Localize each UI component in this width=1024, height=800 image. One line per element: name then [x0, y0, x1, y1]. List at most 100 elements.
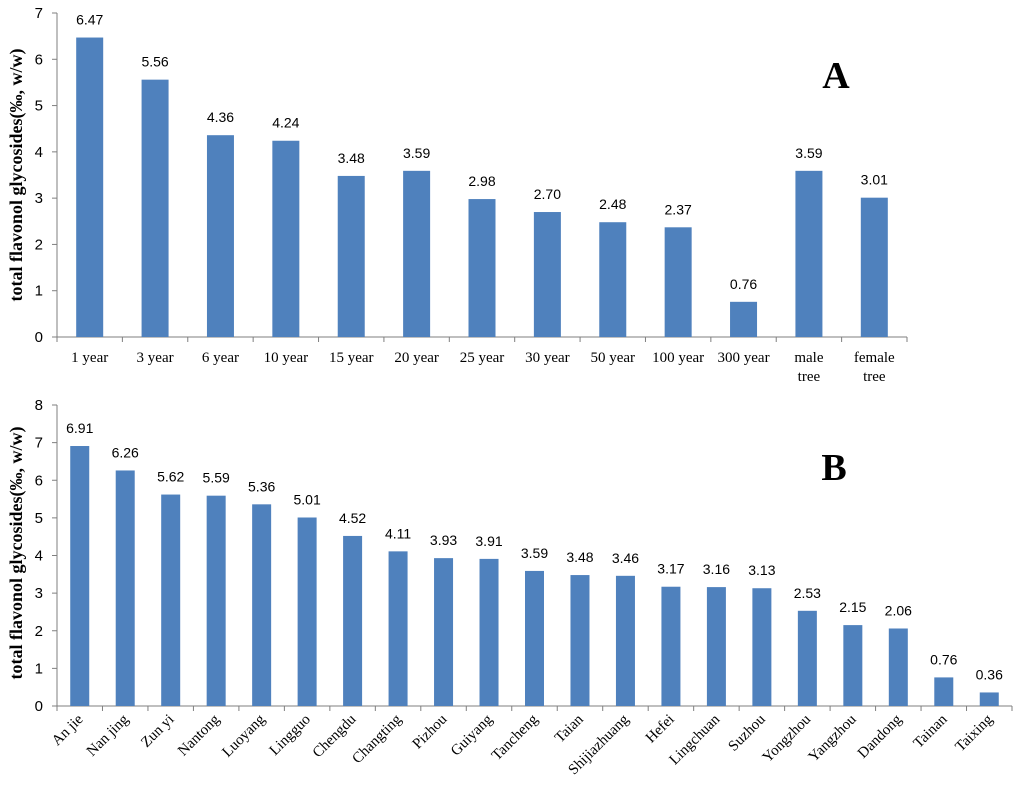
data-label: 4.11 — [385, 525, 411, 541]
data-label: 4.52 — [339, 510, 366, 526]
bar — [843, 625, 863, 706]
x-tick-label: female — [854, 350, 895, 366]
data-label: 3.59 — [521, 545, 548, 561]
bar — [752, 588, 772, 706]
data-label: 2.70 — [534, 186, 561, 202]
x-tick-label: Taixing — [953, 711, 997, 755]
y-tick-label: 2 — [35, 236, 43, 253]
data-label: 3.93 — [430, 532, 457, 548]
data-label: 2.06 — [885, 602, 912, 618]
data-label: 3.48 — [566, 549, 593, 565]
bar — [888, 628, 908, 706]
y-tick-label: 3 — [35, 190, 43, 207]
x-tick-label: Nantong — [175, 711, 223, 759]
y-axis-label: total flavonol glycosides(‰, w/w) — [6, 49, 27, 302]
bar — [434, 558, 454, 706]
x-tick-label: Nan jing — [84, 711, 132, 759]
y-tick-label: 5 — [35, 98, 43, 115]
y-tick-label: 0 — [35, 329, 43, 346]
x-tick-label: An jie — [49, 711, 87, 749]
data-label: 2.37 — [665, 201, 692, 217]
x-tick-label: Suzhou — [726, 711, 769, 754]
data-label: 5.59 — [203, 470, 230, 486]
bar — [797, 610, 817, 706]
x-tick-label: 10 year — [264, 350, 309, 366]
y-tick-label: 4 — [35, 144, 43, 161]
y-tick-label: 1 — [35, 660, 43, 677]
x-tick-label: Changting — [349, 711, 405, 767]
chart-panel-b: 0 1 2 3 4 5 6 7 8 6.91 An jie 6.26 Nan jing 5.62 Zun y… — [6, 397, 1013, 778]
bar — [661, 586, 681, 706]
x-tick-label: Dandong — [855, 711, 906, 762]
y-tick-label: 5 — [35, 510, 43, 527]
bar — [533, 212, 561, 337]
bar — [730, 301, 758, 337]
data-label: 5.56 — [141, 54, 168, 70]
data-label: 5.62 — [157, 469, 184, 485]
bar — [70, 446, 90, 706]
x-tick-label: 3 year — [137, 350, 174, 366]
bar — [252, 504, 272, 706]
x-tick-label: Lingchuan — [667, 711, 724, 768]
x-tick-label: Zun yi — [138, 712, 177, 751]
bar — [570, 575, 590, 706]
data-label: 3.91 — [475, 533, 502, 549]
data-label: 6.26 — [112, 444, 139, 460]
x-tick-label: 1 year — [71, 350, 108, 366]
y-tick-label: 3 — [35, 585, 43, 602]
bar — [706, 587, 726, 706]
data-label: 3.13 — [748, 562, 775, 578]
data-label: 4.36 — [207, 109, 234, 125]
y-tick-label: 7 — [35, 5, 43, 22]
x-tick-label: Luoyang — [219, 711, 268, 760]
x-tick-label: Tainan — [911, 711, 951, 751]
data-label: 6.91 — [66, 420, 93, 436]
data-label: 3.01 — [861, 172, 888, 188]
x-tick-label: male — [794, 350, 823, 366]
x-tick-label: Tancheng — [489, 711, 542, 764]
x-tick-label: 100 year — [652, 350, 704, 366]
bar — [468, 199, 496, 337]
data-label: 2.53 — [794, 585, 821, 601]
data-label: 0.36 — [976, 666, 1003, 682]
x-tick-label: 15 year — [329, 350, 374, 366]
data-label: 0.76 — [930, 651, 957, 667]
bar — [115, 470, 135, 706]
panel-letter: A — [822, 55, 850, 97]
bar — [272, 140, 300, 337]
y-tick-label: 8 — [35, 397, 43, 414]
bar — [297, 517, 317, 706]
x-tick-label: Hefei — [643, 712, 678, 747]
x-tick-label: 300 year — [718, 350, 770, 366]
data-label: 2.48 — [599, 196, 626, 212]
x-tick-label: 30 year — [525, 350, 570, 366]
bar — [479, 558, 499, 706]
x-tick-label: 25 year — [460, 350, 505, 366]
x-tick-label: Lingguo — [267, 712, 314, 759]
x-tick-label: 6 year — [202, 350, 239, 366]
bar — [860, 197, 888, 337]
data-label: 3.48 — [338, 150, 365, 166]
x-tick-label: 20 year — [394, 350, 439, 366]
x-tick-label: Yangzhou — [806, 711, 860, 765]
data-label: 3.59 — [403, 145, 430, 161]
bar — [388, 551, 408, 706]
data-label: 3.46 — [612, 550, 639, 566]
data-label: 4.24 — [272, 115, 299, 131]
y-tick-label: 2 — [35, 623, 43, 640]
bar — [795, 170, 823, 337]
data-label: 5.01 — [293, 491, 320, 507]
y-tick-label: 7 — [35, 435, 43, 452]
x-tick-label: tree — [798, 369, 821, 385]
data-label: 3.59 — [795, 145, 822, 161]
y-tick-label: 6 — [35, 51, 43, 68]
bar — [615, 575, 635, 706]
panel-letter: B — [821, 447, 846, 489]
chart-panel-a: 0 1 2 3 4 5 6 7 6.47 1 year 5.56 3 year 4.36 6 year 4.… — [6, 5, 908, 385]
data-label: 3.16 — [703, 561, 730, 577]
bar — [206, 135, 234, 337]
data-label: 0.76 — [730, 276, 757, 292]
bar — [141, 79, 169, 337]
y-axis-label: total flavonol glycosides(‰, w/w) — [6, 427, 27, 680]
